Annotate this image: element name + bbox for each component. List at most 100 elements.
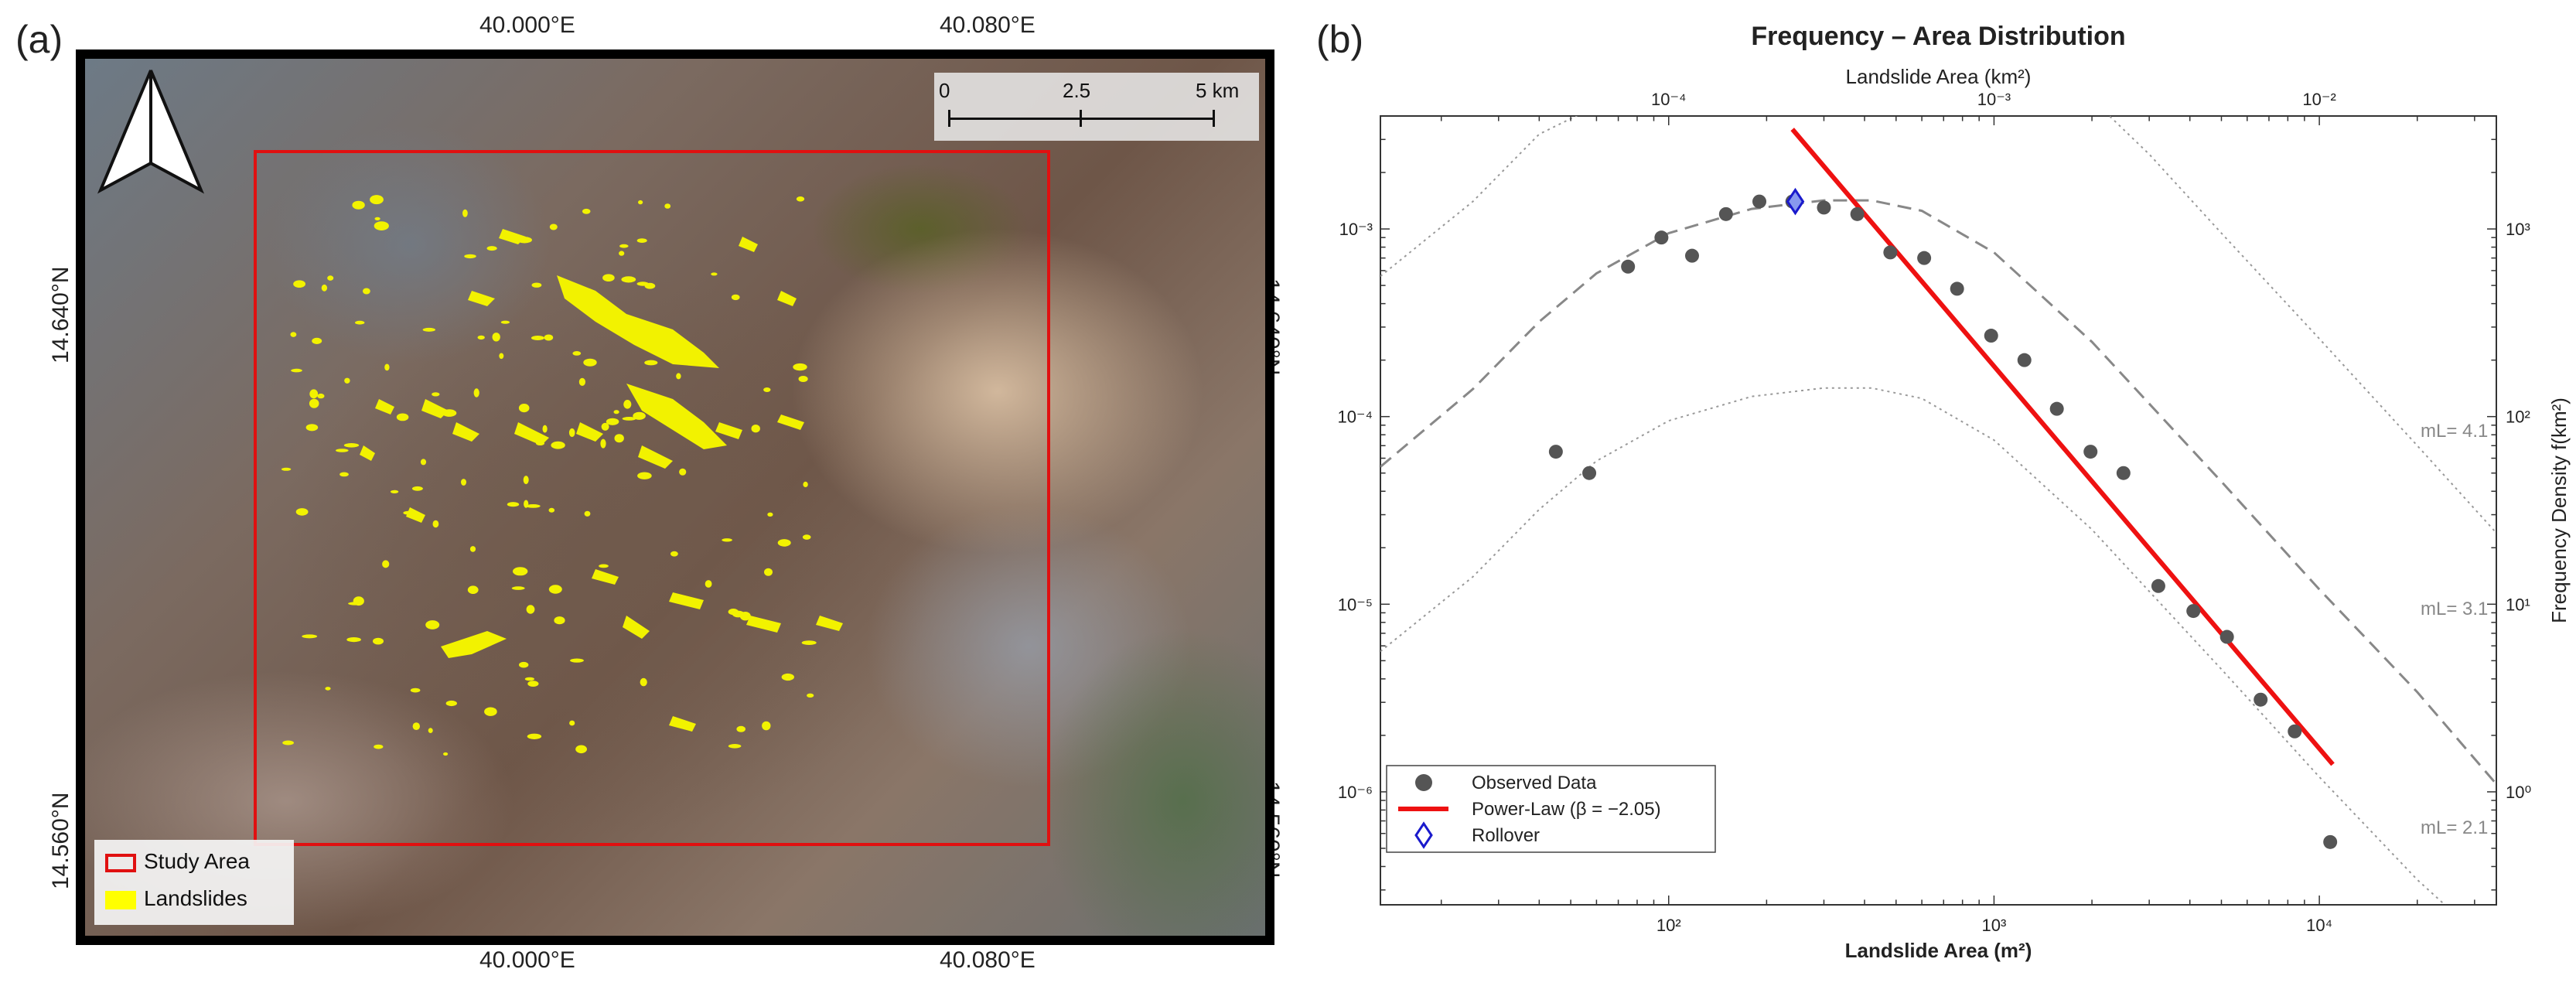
y-tick-label: 10⁻³ xyxy=(1339,220,1373,239)
landslide-patch xyxy=(363,288,370,295)
landslide-patch xyxy=(705,580,712,588)
landslide-patch xyxy=(767,512,773,517)
landslide-patch xyxy=(670,551,678,557)
legend-label-landslides: Landslides xyxy=(144,886,247,910)
landslide-patch xyxy=(602,274,615,282)
observed-data-point xyxy=(2151,578,2165,593)
landslide-patch xyxy=(569,720,575,726)
landslide-patch xyxy=(807,693,814,698)
landslide-patch xyxy=(644,360,658,366)
landslide-patch xyxy=(549,223,558,230)
landslide-patch xyxy=(531,282,542,288)
landslide-patch xyxy=(422,327,435,332)
landslide-patch xyxy=(492,333,500,342)
landslide-patch xyxy=(622,417,636,421)
landslide-patch xyxy=(305,424,319,432)
landslide-patch xyxy=(582,208,591,214)
landslide-patch xyxy=(353,596,364,606)
landslide-patch xyxy=(374,221,389,230)
landslide-patch xyxy=(410,687,421,693)
scale-tick-mid xyxy=(1080,110,1082,127)
landslide-patch xyxy=(281,467,292,471)
landslide-patch xyxy=(518,404,530,413)
landslide-patch xyxy=(432,520,439,528)
landslide-patch xyxy=(317,393,325,399)
y2-tick-label: 10³ xyxy=(2506,220,2530,239)
landslide-patch xyxy=(450,650,460,657)
observed-data-point xyxy=(1718,206,1733,221)
landslide-patch xyxy=(568,428,575,438)
landslide-patch xyxy=(473,388,479,397)
landslide-patch xyxy=(524,500,529,508)
landslide-patch xyxy=(731,294,740,301)
landslide-patch xyxy=(793,363,807,371)
plot-frame xyxy=(1380,115,2497,906)
legend-row-landslides: Landslides xyxy=(105,886,247,911)
left-lat-label-2: 14.560°N xyxy=(48,792,73,889)
model-curve-dotted xyxy=(2108,116,2496,534)
landslide-patch xyxy=(619,251,625,256)
rollover-marker xyxy=(1786,187,1805,216)
x2-axis-label: Landslide Area (km²) xyxy=(1846,65,2032,88)
satellite-map: 0 2.5 5 km Study Area Landslides xyxy=(76,49,1274,945)
observed-data-point xyxy=(2219,629,2234,644)
landslide-patch xyxy=(412,722,420,730)
landslide-patch xyxy=(396,413,409,421)
observed-data-point xyxy=(1950,281,1964,296)
legend-label: Rollover xyxy=(1472,825,1540,846)
study-area-boundary xyxy=(254,150,1050,846)
landslide-patch xyxy=(291,368,302,373)
landslide-patch xyxy=(432,392,440,397)
observed-data-point xyxy=(2116,466,2131,480)
landslide-patch xyxy=(325,687,331,691)
y2-tick-label: 10¹ xyxy=(2506,595,2530,614)
landslide-patch xyxy=(355,320,365,325)
observed-data-point xyxy=(2323,834,2338,849)
observed-data-point xyxy=(2049,401,2064,416)
landslide-patch xyxy=(718,425,724,430)
landslide-patch xyxy=(551,441,565,449)
landslide-patch xyxy=(477,335,485,340)
landslide-patch xyxy=(486,246,497,251)
observed-data-point xyxy=(2017,353,2032,367)
legend-point-swatch xyxy=(1415,774,1432,791)
landslide-patch xyxy=(374,217,380,220)
magnitude-annotation: mL= 2.1 xyxy=(2421,817,2488,838)
landslide-patch xyxy=(798,376,808,382)
landslide-patch xyxy=(803,481,808,488)
landslide-patch xyxy=(527,681,539,687)
observed-data-point xyxy=(1883,245,1898,260)
observed-data-point xyxy=(2254,692,2268,707)
panel-b-label: (b) xyxy=(1316,18,1364,61)
legend-label: Power-Law (β = −2.05) xyxy=(1472,799,1661,820)
landslide-patch xyxy=(722,538,732,542)
landslide-patch xyxy=(302,634,318,639)
chart-panel: (b) 10² 10³ 10⁴ 10⁻⁴ 10⁻³ 10⁻² 10⁻⁶ 10⁻⁵ 10⁻⁴ 10⁻… xyxy=(1315,0,2576,986)
magnitude-annotation: mL= 3.1 xyxy=(2421,599,2488,619)
landslide-patch xyxy=(544,334,554,341)
landslide-patch xyxy=(499,353,504,360)
landslide-patch xyxy=(524,677,535,681)
landslide-patch xyxy=(461,479,466,486)
landslide-patch xyxy=(420,459,427,466)
landslide-patch xyxy=(511,586,525,590)
landslide-patch xyxy=(637,472,652,479)
legend-row-study-area: Study Area xyxy=(105,849,250,874)
scale-label-mid: 2.5 xyxy=(1063,79,1091,102)
landslide-patch xyxy=(801,640,817,645)
observed-data-point xyxy=(2288,724,2302,739)
bottom-lon-label-1: 40.000°E xyxy=(479,947,575,973)
bottom-lon-label-2: 40.080°E xyxy=(940,947,1036,973)
landslide-patch xyxy=(403,510,415,515)
landslide-patch xyxy=(312,337,322,344)
landslide-patch xyxy=(781,673,794,681)
observed-data-point xyxy=(1548,445,1563,459)
landslide-patch xyxy=(599,564,609,568)
landslides-layer xyxy=(281,195,843,756)
landslide-patch xyxy=(336,449,349,452)
scale-tick-0 xyxy=(948,110,950,127)
landslide-patch xyxy=(343,443,360,448)
legend-label: Observed Data xyxy=(1472,773,1597,793)
landslide-patch xyxy=(467,585,479,594)
y2-axis-label: Frequency Density f(km²) xyxy=(2547,397,2571,623)
